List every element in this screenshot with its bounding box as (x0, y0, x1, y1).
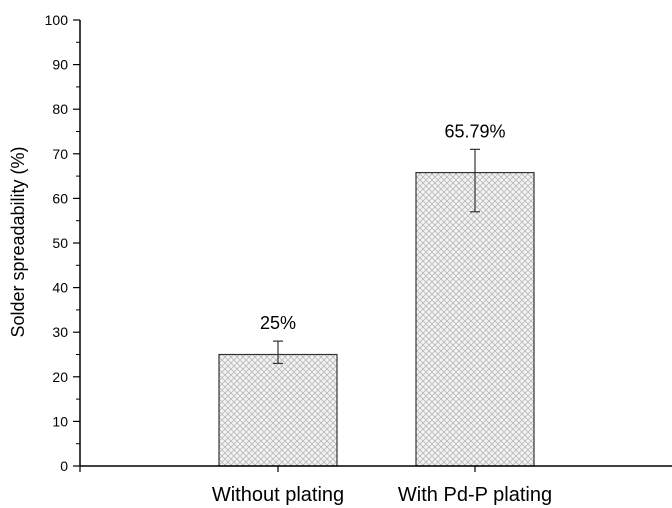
data-label: 65.79% (444, 121, 505, 141)
x-category-label: With Pd-P plating (398, 484, 552, 506)
y-axis-title: Solder spreadability (%) (8, 146, 28, 337)
y-tick-label: 10 (52, 413, 68, 429)
data-label: 25% (260, 313, 296, 333)
y-tick-label: 20 (52, 369, 68, 385)
x-category-label: Without plating (212, 484, 344, 506)
y-tick-label: 60 (52, 190, 68, 206)
y-tick-label: 40 (52, 280, 68, 296)
y-tick-label: 50 (52, 235, 68, 251)
bars-group (218, 171, 535, 467)
x-category-labels: Without plating With Pd-P plating (212, 484, 552, 506)
y-tick-label: 90 (52, 57, 68, 73)
y-tick-label: 100 (45, 12, 69, 28)
y-axis-ticks: 0 10 20 30 40 50 60 70 80 90 100 (45, 12, 81, 474)
bar-2 (415, 171, 535, 467)
data-labels-group: 25% 65.79% (260, 121, 506, 333)
y-tick-label: 30 (52, 324, 68, 340)
y-tick-label: 0 (60, 458, 68, 474)
error-bars-group (273, 148, 480, 472)
bar-1 (218, 353, 338, 467)
y-tick-label: 80 (52, 101, 68, 117)
y-tick-label: 70 (52, 146, 68, 162)
